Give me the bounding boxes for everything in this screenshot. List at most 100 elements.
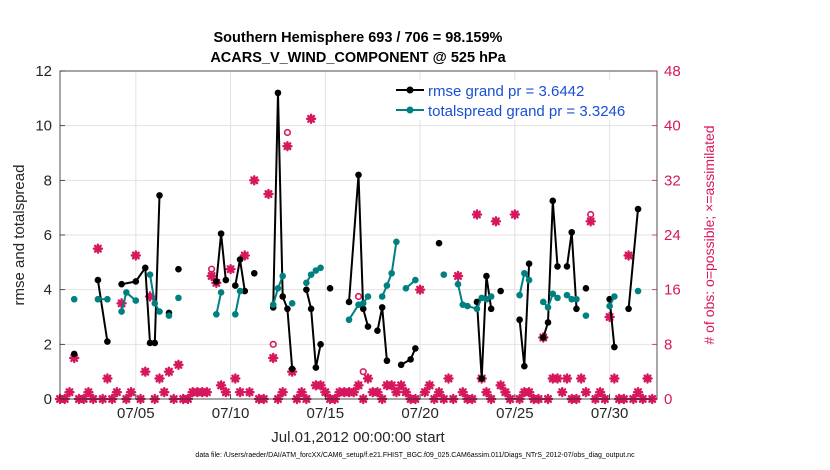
rmse-point — [241, 287, 249, 295]
obs-assimilated-marker — [159, 386, 170, 398]
obs-assimilated-marker — [201, 386, 213, 398]
obs-assimilated-marker — [230, 373, 241, 384]
obs-assimilated-marker — [362, 373, 374, 384]
spread-point — [364, 293, 372, 300]
obs-stroke — [283, 142, 292, 151]
obs-stroke — [453, 271, 463, 281]
rmse-point — [141, 264, 149, 272]
obs-assimilated-marker — [632, 386, 644, 398]
x-tick-label: 07/30 — [591, 405, 629, 422]
obs-assimilated-marker — [154, 373, 165, 384]
obs-stroke — [510, 210, 519, 219]
obs-stroke — [373, 388, 382, 397]
obs-assimilated-marker — [609, 373, 620, 384]
rmse-point — [412, 345, 419, 352]
obs-assimilated-marker — [575, 373, 587, 384]
legend-spread-marker — [406, 106, 414, 114]
rmse-point — [516, 316, 523, 324]
obs-stroke — [131, 251, 140, 260]
rmse-point — [487, 305, 495, 313]
spread-point — [232, 310, 239, 318]
rmse-line — [476, 275, 493, 379]
spread-point — [554, 294, 561, 302]
spread-line — [215, 292, 223, 315]
obs-assimilated-marker — [481, 386, 492, 398]
obs-assimilated-marker — [173, 359, 184, 371]
rmse-point — [236, 256, 244, 263]
obs-stroke — [525, 388, 534, 397]
rmse-line — [542, 200, 559, 338]
obs-stroke — [425, 381, 434, 390]
obs-assimilated-marker — [386, 380, 397, 391]
obs-stroke — [160, 388, 169, 397]
legend: rmse grand pr = 3.6442 totalspread grand… — [390, 80, 647, 120]
obs-stroke — [392, 388, 401, 397]
y-tick-label-left: 8 — [44, 172, 52, 189]
rmse-point — [549, 197, 557, 205]
obs-stroke — [458, 388, 467, 397]
spread-point — [146, 271, 154, 278]
rmse-point — [146, 339, 154, 347]
rmse-point — [525, 260, 533, 268]
data-file-footer: data file: /Users/raeder/DAI/ATM_forcXX/… — [195, 452, 635, 459]
chart-subtitle: ACARS_V_WIND_COMPONENT @ 525 hPa — [210, 50, 506, 66]
spread-point — [544, 304, 552, 311]
obs-stroke — [269, 353, 278, 363]
obs-stroke — [397, 381, 406, 390]
rmse-point — [345, 298, 353, 306]
obs-assimilated-marker — [509, 209, 521, 220]
obs-assimilated-marker — [348, 386, 359, 398]
obs-assimilated-marker — [125, 386, 137, 398]
rmse-point — [213, 278, 220, 285]
spread-point — [383, 282, 391, 289]
spread-point — [487, 293, 495, 300]
rmse-point — [118, 280, 125, 288]
obs-assimilated-marker — [585, 216, 596, 227]
obs-assimilated-marker — [305, 113, 317, 125]
obs-stroke — [226, 265, 235, 274]
spread-point — [402, 285, 410, 292]
y-tick-label-left: 6 — [44, 227, 52, 244]
obs-stroke — [221, 388, 230, 397]
rmse-point — [568, 228, 576, 236]
rmse-point — [156, 192, 163, 199]
rmse-point — [359, 305, 367, 313]
y-tick-label-right: 8 — [664, 336, 672, 353]
rmse-point — [70, 350, 78, 358]
y-tick-label-left: 2 — [44, 336, 52, 353]
spread-point — [393, 238, 400, 246]
obs-assimilated-marker — [495, 380, 506, 391]
spread-point — [307, 271, 315, 278]
obs-assimilated-marker — [523, 386, 535, 398]
obs-assimilated-marker — [102, 373, 113, 384]
obs-assimilated-marker — [111, 386, 123, 398]
y-tick-label-left: 0 — [44, 391, 52, 408]
rmse-point — [364, 323, 372, 330]
spread-point — [539, 298, 547, 306]
spread-point — [288, 300, 296, 307]
obs-assimilated-marker — [642, 373, 653, 384]
spread-point — [303, 279, 310, 287]
obs-stroke — [501, 388, 510, 397]
legend-spread-label: totalspread grand pr = 3.3246 — [428, 103, 625, 120]
spread-point — [549, 290, 557, 298]
rmse-point — [288, 365, 296, 373]
obs-assimilated-marker — [268, 352, 279, 364]
obs-assimilated-marker — [64, 386, 75, 398]
obs-stroke — [482, 388, 491, 397]
obs-possible-marker — [283, 128, 292, 137]
rmse-point — [582, 285, 590, 292]
rmse-point — [573, 305, 580, 313]
spread-point — [634, 287, 642, 295]
obs-stroke — [93, 244, 102, 253]
obs-stroke — [420, 388, 429, 397]
rmse-point — [355, 171, 362, 179]
rmse-line — [305, 289, 322, 368]
obs-assimilated-marker — [580, 386, 592, 398]
obs-assimilated-marker — [457, 386, 468, 398]
rmse-point — [175, 265, 182, 273]
rmse-point — [521, 362, 528, 370]
rmse-line — [348, 174, 369, 327]
obs-stroke — [634, 388, 643, 397]
spread-point — [464, 302, 471, 310]
